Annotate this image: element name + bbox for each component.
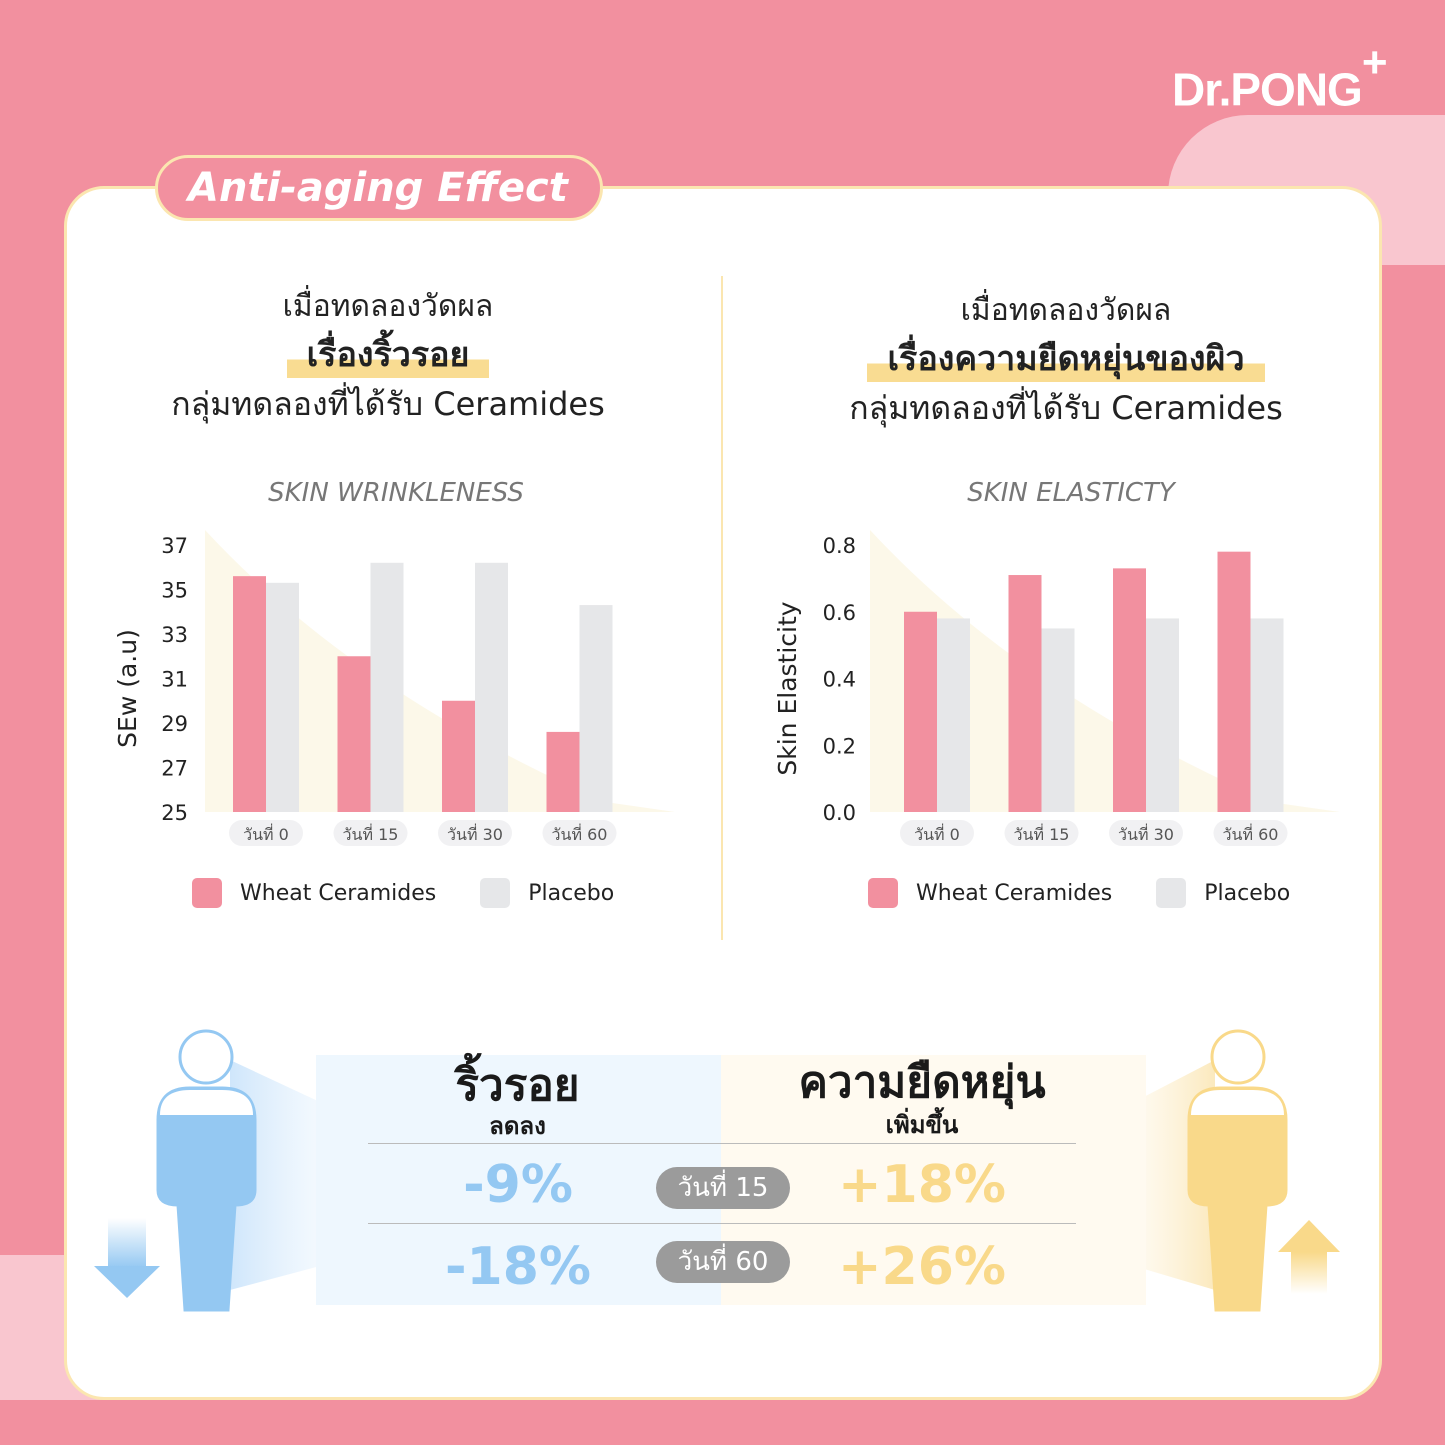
legend-swatch-placebo — [1156, 878, 1187, 908]
y-tick-label: 27 — [161, 757, 188, 781]
heading-line2: เรื่องความยืดหยุ่นของผิว — [867, 336, 1265, 382]
heading-line3: กลุ่มทดลองที่ได้รับ Ceramides — [171, 385, 605, 423]
x-tick-pill — [1004, 820, 1079, 846]
bar-wheat — [1217, 551, 1251, 812]
y-tick-label: 37 — [161, 534, 188, 558]
summary-panel — [316, 1055, 1146, 1305]
charts: 37 35 33 31 29 27 25 SEw (a.u) วันที่ 0 วันที่ 15… — [113, 530, 1340, 846]
bar-wheat — [546, 731, 580, 812]
elasticity-change-15: +18% — [837, 1155, 1007, 1215]
legend-label: Placebo — [528, 880, 615, 906]
x-tick-pill — [542, 820, 617, 846]
y-tick-label: 0.0 — [823, 801, 856, 825]
x-tick-pill — [229, 820, 303, 846]
legend: Wheat Ceramides Placebo — [192, 878, 614, 908]
bar-placebo — [1250, 618, 1284, 812]
wrinkle-title: ริ้วรอย — [455, 1060, 580, 1111]
x-tick-pill — [900, 820, 974, 846]
left-heading: เมื่อทดลองวัดผล เรื่องริ้วรอย กลุ่มทดลอง… — [108, 282, 668, 430]
bar-wheat — [233, 576, 266, 812]
bar-wheat — [442, 700, 475, 812]
x-tick-label: วันที่ 60 — [1223, 823, 1279, 844]
divider — [721, 276, 723, 940]
y-tick-label: 0.8 — [823, 534, 856, 558]
elasticity-change-60: +26% — [837, 1237, 1007, 1297]
heading-line1: เมื่อทดลองวัดผล — [282, 289, 494, 324]
bar-wheat — [904, 611, 937, 812]
divider — [368, 1223, 1076, 1224]
day-pill: วันที่ 15 — [656, 1167, 790, 1209]
bar-placebo — [1146, 618, 1179, 812]
elasticity-subtitle: เพิ่มขึ้น — [885, 1111, 959, 1139]
legend-label: Wheat Ceramides — [240, 880, 437, 906]
brand-logo: Dr.PONG+ — [1172, 38, 1388, 116]
wrinkle-subtitle: ลดลง — [489, 1112, 546, 1140]
chart-title: SKIN ELASTICTY — [967, 478, 1175, 508]
heading-line3: กลุ่มทดลองที่ได้รับ Ceramides — [849, 389, 1283, 427]
x-tick-label: วันที่ 15 — [1014, 823, 1070, 844]
legend-swatch-placebo — [480, 878, 511, 908]
y-tick-label: 31 — [161, 668, 188, 692]
wrinkle-header: ริ้วรอย ลดลง — [380, 1058, 655, 1138]
legend-swatch-wheat — [192, 878, 222, 908]
background-shade — [870, 530, 1340, 812]
wrinkle-change-60: -18% — [444, 1237, 592, 1297]
x-tick-label: วันที่ 15 — [343, 823, 399, 844]
y-tick-label: 0.6 — [823, 601, 856, 625]
y-axis-label: Skin Elasticity — [773, 601, 802, 775]
x-tick-label: วันที่ 0 — [914, 823, 960, 844]
day-pill: วันที่ 60 — [656, 1241, 790, 1283]
bar-placebo — [579, 605, 613, 812]
x-tick-label: วันที่ 30 — [447, 823, 503, 844]
bar-placebo — [370, 562, 404, 812]
elasticity-title: ความยืดหยุ่น — [798, 1057, 1046, 1108]
heading-line2: เรื่องริ้วรอย — [286, 332, 490, 378]
y-tick-label: 29 — [161, 712, 188, 736]
bar-placebo — [266, 582, 299, 812]
x-tick-pill — [438, 820, 512, 846]
bar-wheat — [337, 656, 371, 812]
bar-wheat — [1113, 568, 1146, 812]
bar-placebo — [1041, 628, 1075, 812]
summary-right-bg — [721, 1055, 1146, 1305]
bar-placebo — [475, 562, 508, 812]
summary-left-bg — [316, 1055, 721, 1305]
x-tick-label: วันที่ 30 — [1118, 823, 1174, 844]
elasticity-header: ความยืดหยุ่น เพิ่มขึ้น — [752, 1055, 1092, 1139]
logo-plus: + — [1361, 38, 1388, 87]
x-tick-pill — [1213, 820, 1288, 846]
chart-title: SKIN WRINKLENESS — [268, 478, 524, 508]
y-tick-label: 25 — [161, 801, 188, 825]
right-heading: เมื่อทดลองวัดผล เรื่องความยืดหยุ่นของผิว… — [786, 286, 1346, 434]
background-shade — [205, 530, 675, 812]
bar-wheat — [1008, 575, 1042, 812]
x-tick-pill — [1109, 820, 1183, 846]
section-badge: Anti-aging Effect — [155, 155, 603, 221]
y-tick-label: 33 — [161, 623, 188, 647]
legend-label: Wheat Ceramides — [916, 880, 1113, 906]
x-tick-pill — [333, 820, 408, 846]
bar-placebo — [937, 618, 970, 812]
wrinkle-change-15: -9% — [463, 1155, 573, 1215]
x-tick-label: วันที่ 60 — [552, 823, 608, 844]
y-tick-label: 0.2 — [823, 734, 856, 758]
heading-line1: เมื่อทดลองวัดผล — [960, 293, 1172, 328]
legend-swatch-wheat — [868, 878, 898, 908]
y-axis-label: SEw (a.u) — [113, 629, 142, 748]
divider — [368, 1143, 1076, 1144]
logo-text: Dr.PONG — [1172, 63, 1363, 116]
legend: Wheat Ceramides Placebo — [868, 878, 1290, 908]
y-tick-label: 35 — [161, 579, 188, 603]
x-tick-label: วันที่ 0 — [243, 823, 289, 844]
y-tick-label: 0.4 — [823, 668, 856, 692]
legend-label: Placebo — [1204, 880, 1291, 906]
